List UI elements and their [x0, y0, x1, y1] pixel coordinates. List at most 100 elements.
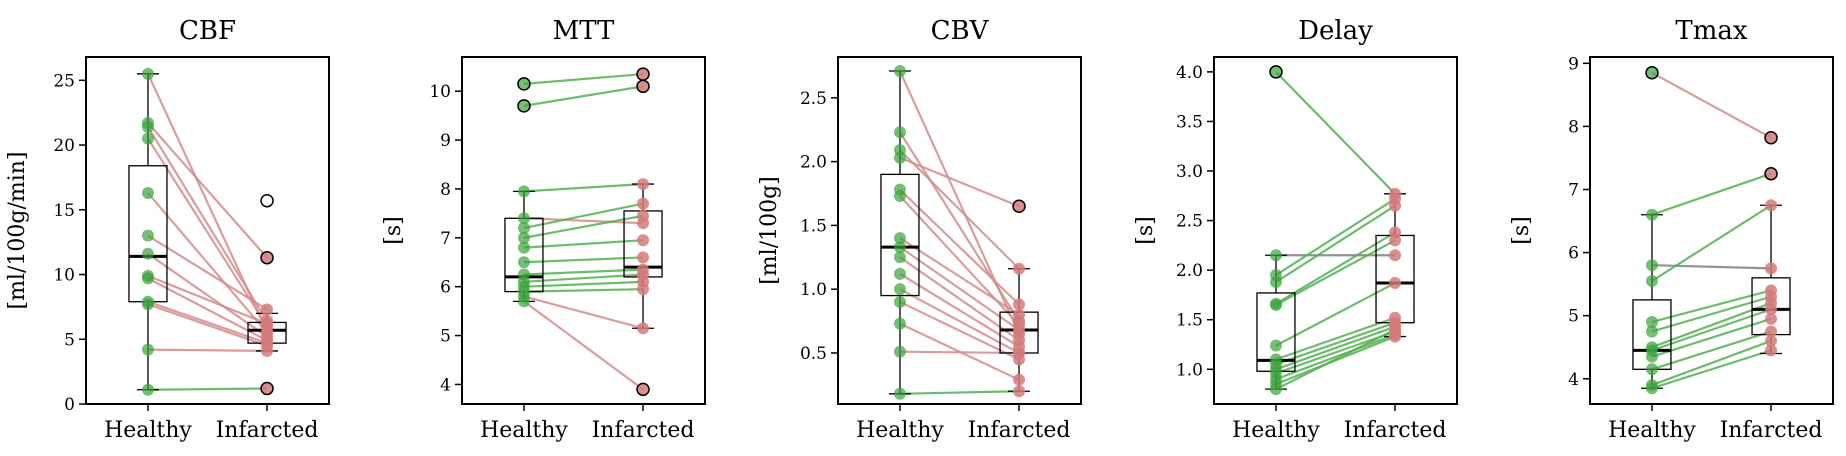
y-tick-label: 1.0 [1176, 360, 1203, 380]
pair-line [1651, 71, 1772, 139]
y-tick-label: 7 [440, 229, 451, 249]
healthy-point [893, 241, 906, 254]
pair-line [1651, 204, 1772, 282]
y-tick-label: 20 [53, 136, 75, 156]
healthy-point [1645, 325, 1658, 338]
x-tick-label: Healthy [1232, 418, 1320, 443]
infarcted-point [637, 383, 650, 396]
pair-line [1651, 317, 1772, 358]
pair-line [899, 300, 1020, 361]
outlier-marker [1764, 166, 1778, 181]
pair-line [523, 295, 644, 330]
healthy-point [1269, 249, 1282, 262]
pair-line [899, 237, 1020, 316]
x-tick-label: Infarcted [968, 418, 1071, 443]
pair-line [1275, 333, 1396, 381]
y-tick-label: 2.0 [800, 153, 827, 173]
y-axis-label: [ml/100g] [757, 176, 782, 285]
infarcted-point [1013, 373, 1026, 386]
infarcted-point [1765, 312, 1778, 325]
infarcted-point [637, 234, 650, 247]
pair-line [147, 277, 268, 342]
panel-title: CBV [931, 16, 990, 46]
pair-line [899, 288, 1020, 354]
healthy-point [1645, 259, 1658, 272]
infarcted-point [1389, 199, 1402, 212]
healthy-point [517, 241, 530, 254]
y-axis-label: [s] [1509, 216, 1534, 244]
infarcted-point [1389, 234, 1402, 247]
healthy-point [141, 272, 154, 285]
healthy-point [517, 222, 530, 235]
x-tick-label: Infarcted [216, 418, 319, 443]
pair-line [147, 192, 268, 334]
infarcted-point [637, 68, 650, 81]
healthy-point [1645, 66, 1658, 79]
pair-line [523, 300, 644, 391]
outlier-marker [517, 99, 531, 113]
pair-line [1651, 289, 1772, 324]
pair-line [899, 149, 1020, 270]
chart-panel-cbv: 0.5 1.0 1.5 2.0 2.5 Healthy Infarcted CBV [ml/10… [757, 16, 1082, 443]
healthy-point [517, 77, 530, 90]
x-tick-label: Infarcted [592, 418, 695, 443]
pair-line [523, 182, 644, 193]
plot-frame [85, 56, 330, 405]
y-tick-label: 10 [429, 82, 451, 102]
healthy-point [517, 99, 530, 112]
outlier-marker [1012, 199, 1026, 214]
panel-title: CBF [179, 16, 236, 46]
pair-line [523, 217, 644, 225]
pair-line [1275, 239, 1396, 306]
healthy-point [517, 256, 530, 269]
x-tick-label: Infarcted [1720, 418, 1823, 443]
infarcted-point [261, 344, 274, 357]
infarcted-point [1013, 385, 1026, 398]
x-tick-label: Healthy [856, 418, 944, 443]
healthy-point [1645, 382, 1658, 395]
healthy-point [893, 317, 906, 330]
infarcted-point [261, 317, 274, 330]
pair-line [147, 300, 268, 345]
y-tick-label: 7 [1568, 180, 1579, 200]
outlier-marker [1269, 65, 1283, 79]
panel-title: MTT [553, 16, 615, 46]
plot-frame [461, 56, 706, 405]
healthy-point [517, 295, 530, 308]
y-tick-label: 2.0 [1176, 261, 1203, 281]
y-tick-label: 5 [440, 327, 451, 347]
healthy-point [893, 283, 906, 296]
pair-line [1275, 204, 1396, 283]
plot-frame [1589, 56, 1834, 405]
outlier-marker [1645, 66, 1659, 80]
pair-line [1275, 231, 1396, 305]
pair-line [1651, 349, 1772, 390]
panel-title: Delay [1298, 16, 1373, 46]
chart-panel-delay: 1.0 1.5 2.0 2.5 3.0 3.5 4.0 Healthy Infarcted Del… [1133, 16, 1458, 443]
healthy-point [1645, 350, 1658, 363]
infarcted-point [637, 178, 650, 191]
healthy-point [1269, 276, 1282, 289]
infarcted-point [1013, 262, 1026, 275]
y-tick-label: 15 [53, 201, 75, 221]
y-tick-label: 2.5 [1176, 212, 1203, 232]
infarcted-point [1765, 334, 1778, 347]
y-tick-label: 9 [1568, 54, 1579, 74]
healthy-point [893, 267, 906, 280]
y-tick-label: 4 [440, 375, 451, 395]
healthy-point [893, 251, 906, 264]
y-tick-label: 4 [1568, 370, 1579, 390]
y-tick-label: 4.0 [1176, 63, 1203, 83]
pair-line [523, 268, 644, 276]
pair-line [1651, 264, 1772, 270]
pair-line [523, 202, 644, 230]
healthy-point [893, 65, 906, 78]
y-tick-label: 6 [440, 278, 451, 298]
healthy-point [517, 185, 530, 198]
infarcted-point [1765, 199, 1778, 212]
infarcted-point [1765, 325, 1778, 338]
pair-line [147, 137, 268, 327]
y-tick-label: 0.5 [800, 344, 827, 364]
outlier-marker [260, 193, 274, 208]
pair-line [523, 214, 644, 239]
